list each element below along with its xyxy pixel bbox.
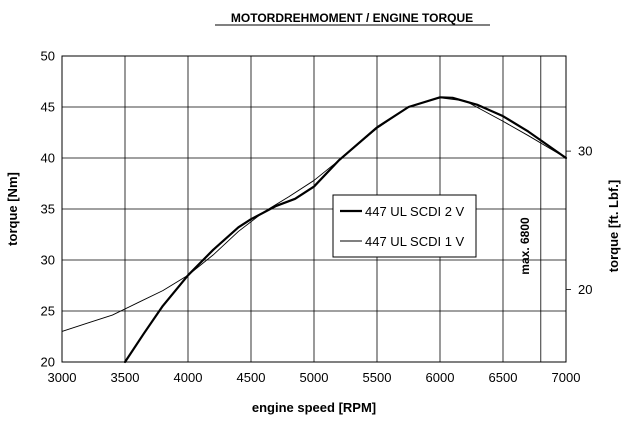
legend-box — [332, 194, 477, 258]
x-tick-label: 4500 — [237, 370, 266, 385]
y2-tick-label: 30 — [578, 144, 592, 159]
series-line-1v — [61, 97, 567, 332]
x-tick-labels: 3000 3500 4000 4500 5000 5500 6000 6500 7000 — [48, 370, 581, 385]
plot-frame — [61, 55, 567, 363]
y-tick-label: 30 — [41, 253, 55, 268]
x-tick-label: 5000 — [300, 370, 329, 385]
x-tick-label: 3000 — [48, 370, 77, 385]
y-tick-label: 40 — [41, 151, 55, 166]
y2-tick-label: 20 — [578, 282, 592, 297]
chart-title: MOTORDREHMOMENT / ENGINE TORQUE — [231, 11, 473, 25]
x-tick-label: 6000 — [426, 370, 455, 385]
y2-axis-label: torque [ft. Lbf.] — [606, 180, 621, 272]
y-tick-label: 35 — [41, 202, 55, 217]
x-tick-label: 7000 — [552, 370, 581, 385]
y-tick-label: 50 — [41, 49, 55, 64]
y-tick-label: 20 — [41, 355, 55, 370]
x-tick-label: 6500 — [489, 370, 518, 385]
x-tick-label: 3500 — [111, 370, 140, 385]
y-axis-label: torque [Nm] — [5, 172, 20, 246]
max-rpm-label: max. 6800 — [518, 217, 532, 275]
legend: 447 UL SCDI 2 V 447 UL SCDI 1 V — [332, 194, 477, 258]
y-tick-labels: 20 25 30 35 40 45 50 — [41, 49, 55, 370]
y-tick-label: 25 — [41, 304, 55, 319]
y-tick-label: 45 — [41, 100, 55, 115]
x-tick-label: 4000 — [174, 370, 203, 385]
x-tick-label: 5500 — [363, 370, 392, 385]
legend-label-2v: 447 UL SCDI 2 V — [365, 204, 465, 219]
x-axis-label: engine speed [RPM] — [252, 400, 376, 415]
series-lines — [61, 96, 568, 364]
legend-label-1v: 447 UL SCDI 1 V — [365, 234, 465, 249]
annotation-group: max. 6800 — [518, 56, 542, 362]
grid — [62, 56, 566, 362]
